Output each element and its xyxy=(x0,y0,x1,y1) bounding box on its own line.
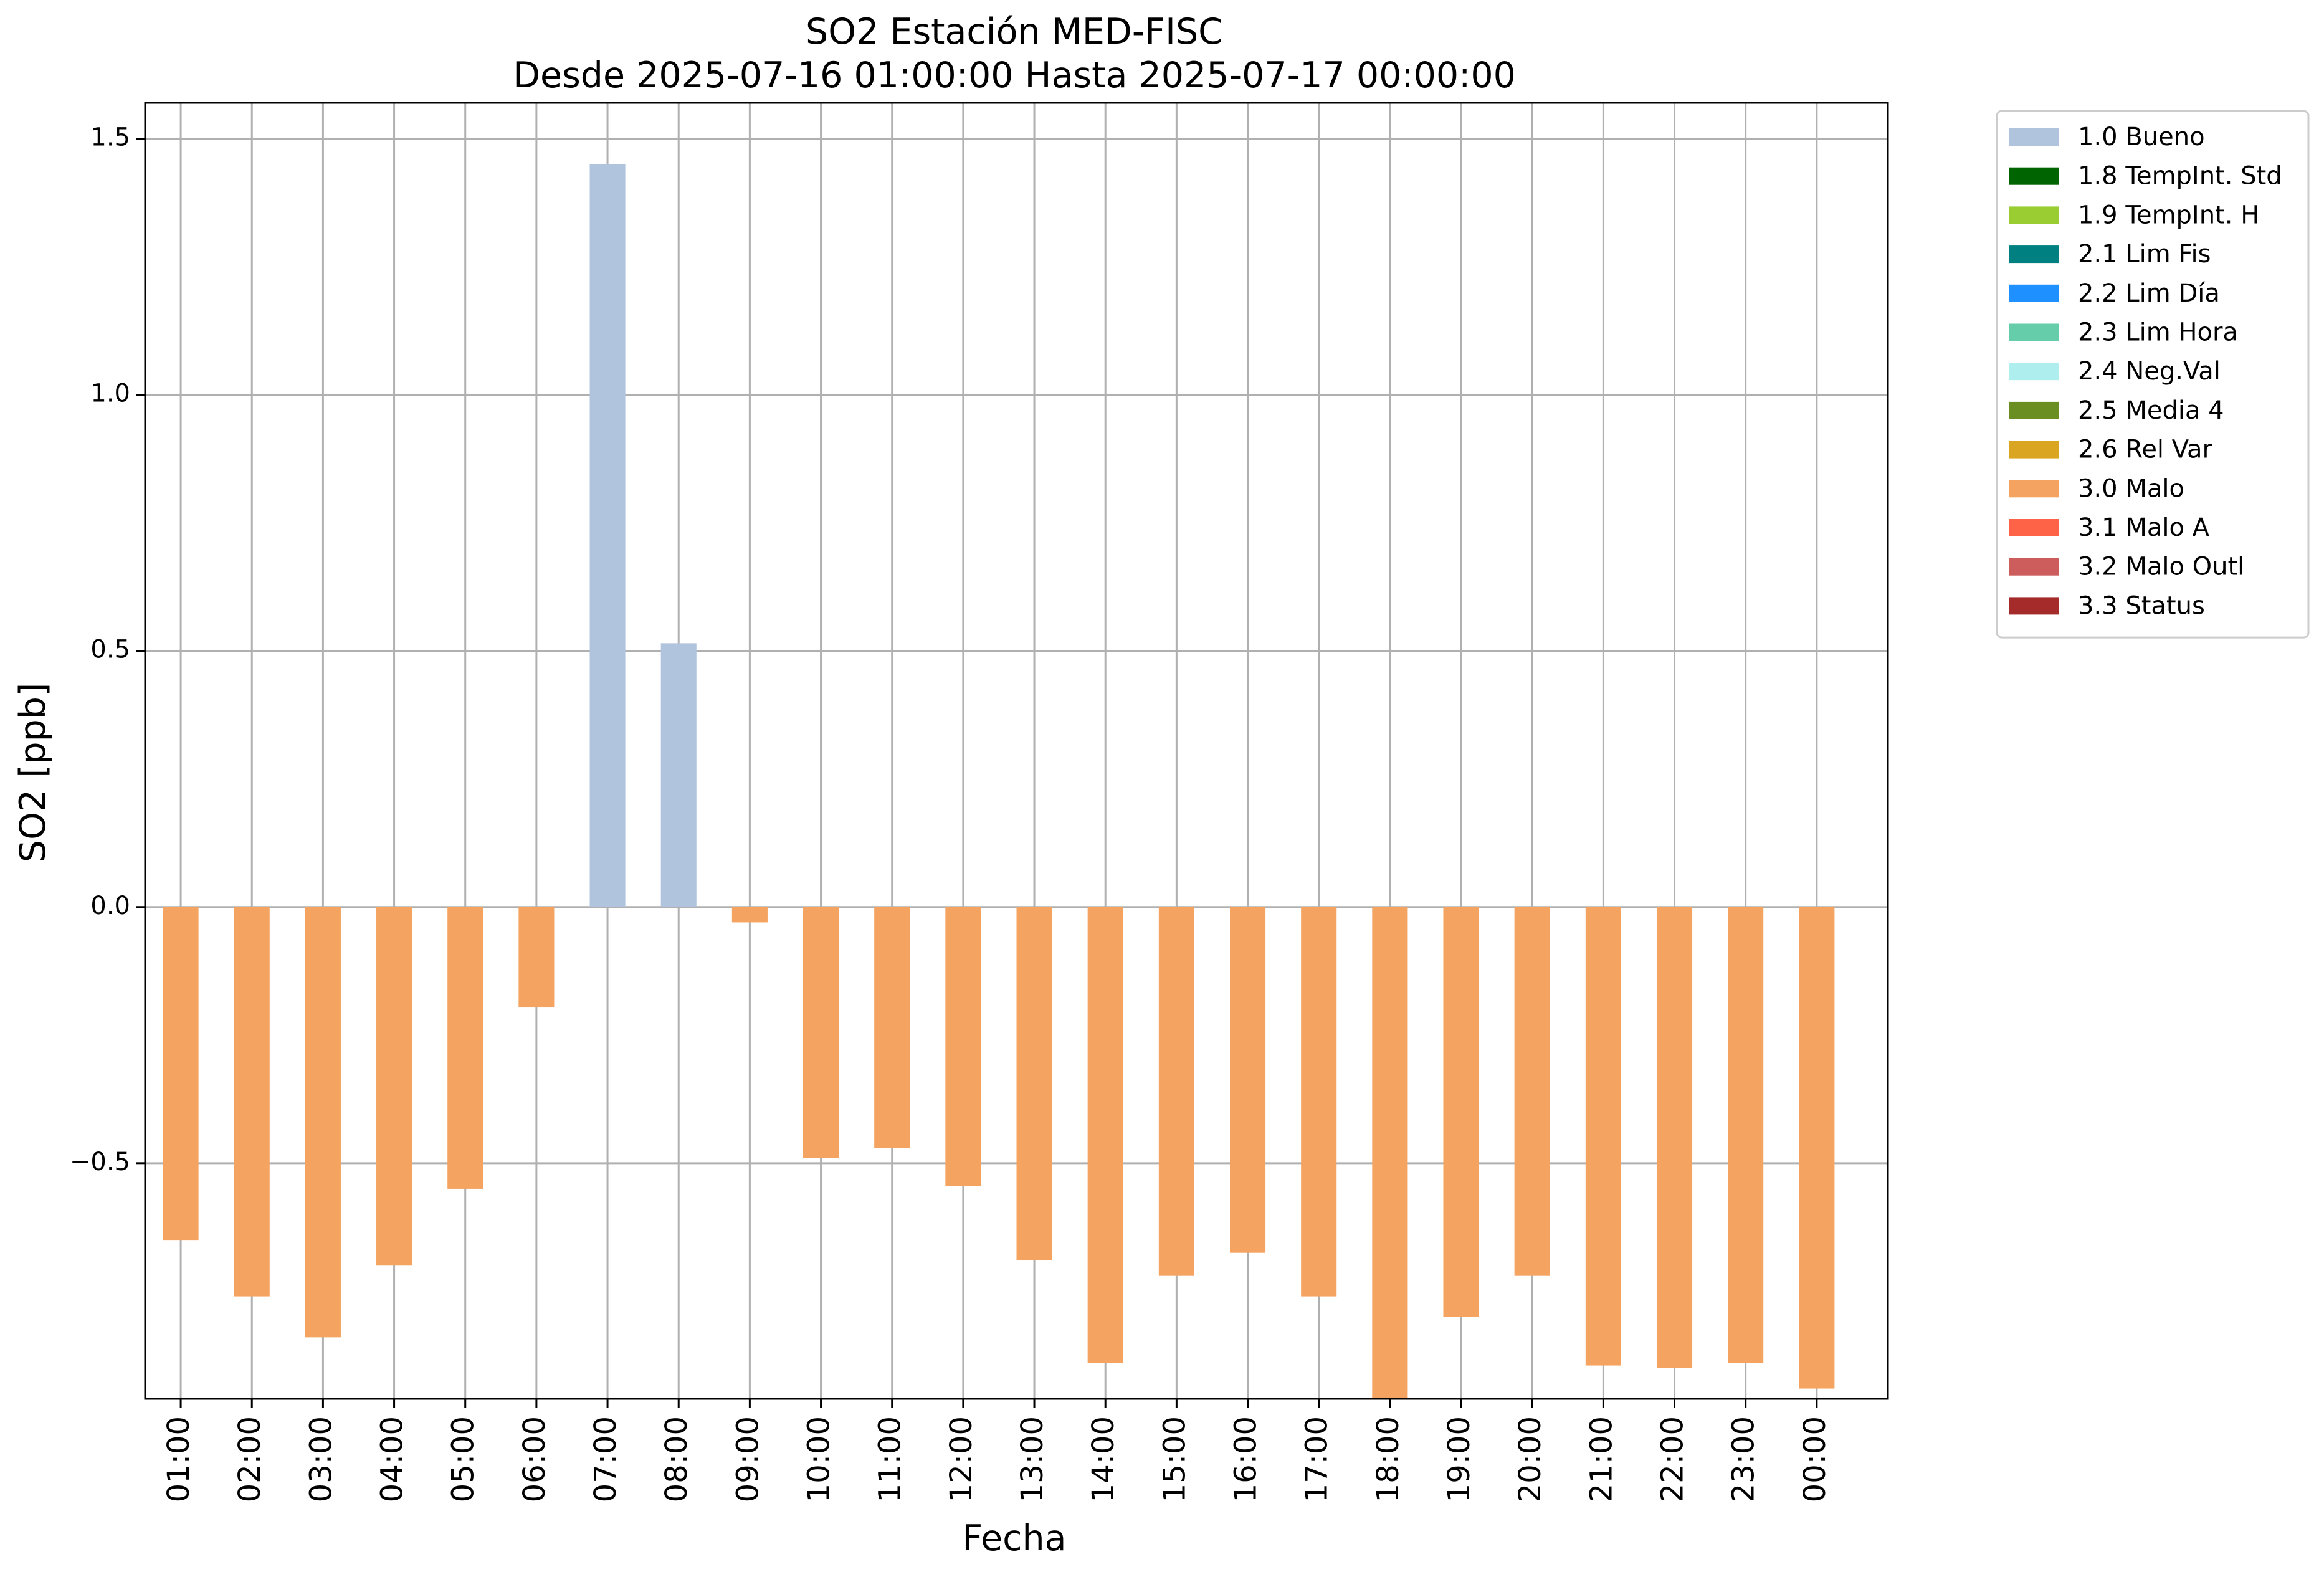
bar-06:00 xyxy=(518,907,555,1008)
x-tick-label: 16:00 xyxy=(1229,1416,1264,1502)
bar-09:00 xyxy=(731,907,768,923)
bar-19:00 xyxy=(1443,907,1479,1317)
x-tick-label: 07:00 xyxy=(588,1416,623,1502)
y-axis-label: SO2 [ppb] xyxy=(12,683,54,862)
legend-swatch xyxy=(2009,519,2059,536)
x-tick-label: 02:00 xyxy=(232,1416,267,1502)
x-tick-label: 17:00 xyxy=(1300,1416,1335,1502)
bar-01:00 xyxy=(163,907,199,1241)
bar-12:00 xyxy=(945,907,981,1186)
legend-label: 1.9 TempInt. H xyxy=(2078,201,2259,229)
bar-02:00 xyxy=(234,907,270,1297)
bar-07:00 xyxy=(589,164,626,907)
y-tick-label: 0.5 xyxy=(90,636,130,664)
legend-swatch xyxy=(2009,597,2059,615)
legend-label: 1.0 Bueno xyxy=(2078,123,2205,151)
legend-swatch xyxy=(2009,558,2059,576)
bar-17:00 xyxy=(1301,907,1337,1297)
x-tick-label: 13:00 xyxy=(1015,1416,1050,1502)
x-tick-label: 01:00 xyxy=(161,1416,196,1502)
legend-swatch xyxy=(2009,167,2059,185)
legend-swatch xyxy=(2009,401,2059,419)
x-tick-label: 22:00 xyxy=(1655,1416,1690,1502)
y-tick-label: 1.5 xyxy=(90,123,130,152)
legend-label: 1.8 TempInt. Std xyxy=(2078,162,2282,191)
legend-label: 3.1 Malo A xyxy=(2078,513,2210,542)
bar-14:00 xyxy=(1087,907,1123,1363)
y-tick-label: 1.0 xyxy=(90,379,130,408)
legend-label: 2.4 Neg.Val xyxy=(2078,357,2221,386)
x-tick-label: 11:00 xyxy=(873,1416,908,1502)
bar-08:00 xyxy=(660,643,697,907)
x-tick-label: 23:00 xyxy=(1726,1416,1761,1502)
x-tick-label: 00:00 xyxy=(1798,1416,1832,1502)
bar-13:00 xyxy=(1016,907,1052,1261)
legend-swatch xyxy=(2009,480,2059,498)
plot-frame xyxy=(144,102,1889,1400)
legend-box xyxy=(1996,110,2310,639)
legend-label: 2.2 Lim Día xyxy=(2078,279,2220,308)
x-tick-label: 21:00 xyxy=(1584,1416,1619,1502)
legend-label: 2.3 Lim Hora xyxy=(2078,318,2238,347)
axes xyxy=(144,102,1889,1400)
bar-04:00 xyxy=(376,907,412,1266)
x-tick-label: 15:00 xyxy=(1157,1416,1192,1502)
bar-11:00 xyxy=(874,907,910,1148)
legend-swatch xyxy=(2009,323,2059,341)
chart-subtitle: Desde 2025-07-16 01:00:00 Hasta 2025-07-… xyxy=(513,55,1516,96)
bar-10:00 xyxy=(803,907,839,1158)
legend-swatch xyxy=(2009,363,2059,381)
legend-label: 3.3 Status xyxy=(2078,591,2205,620)
legend-label: 2.5 Media 4 xyxy=(2078,396,2224,425)
x-tick-label: 20:00 xyxy=(1513,1416,1548,1502)
x-tick-label: 12:00 xyxy=(944,1416,979,1502)
bar-18:00 xyxy=(1372,907,1408,1399)
bar-03:00 xyxy=(305,907,341,1338)
y-ticks: −0.5 0.0 0.5 1.0 1.5 xyxy=(70,123,145,1176)
bar-00:00 xyxy=(1799,907,1835,1389)
bars xyxy=(163,164,1835,1399)
bar-21:00 xyxy=(1585,907,1621,1366)
bar-16:00 xyxy=(1229,907,1266,1253)
bar-22:00 xyxy=(1656,907,1693,1368)
legend: 1.0 Bueno 1.8 TempInt. Std 1.9 TempInt. H 2… xyxy=(1996,110,2310,639)
x-ticks: 01:00 02:00 03:00 04:00 05:00 06:00 07:00 08:00… xyxy=(161,1399,1832,1502)
x-tick-label: 18:00 xyxy=(1371,1416,1406,1502)
x-tick-label: 03:00 xyxy=(303,1416,338,1502)
x-tick-label: 10:00 xyxy=(802,1416,837,1502)
legend-swatch xyxy=(2009,128,2059,146)
x-tick-label: 04:00 xyxy=(375,1416,410,1502)
legend-label: 3.0 Malo xyxy=(2078,474,2184,503)
legend-label: 2.6 Rel Var xyxy=(2078,436,2213,464)
x-tick-label: 19:00 xyxy=(1442,1416,1477,1502)
legend-label: 2.1 Lim Fis xyxy=(2078,240,2211,269)
bar-15:00 xyxy=(1158,907,1194,1276)
bar-05:00 xyxy=(447,907,483,1189)
x-tick-label: 14:00 xyxy=(1086,1416,1121,1502)
legend-swatch xyxy=(2009,245,2059,264)
legend-swatch xyxy=(2009,206,2059,224)
y-tick-label: −0.5 xyxy=(70,1148,130,1176)
x-tick-label: 09:00 xyxy=(730,1416,765,1502)
x-tick-label: 06:00 xyxy=(517,1416,552,1502)
chart-title: SO2 Estación MED-FISC xyxy=(806,11,1223,52)
bar-20:00 xyxy=(1514,907,1550,1276)
x-tick-label: 08:00 xyxy=(659,1416,694,1502)
y-tick-label: 0.0 xyxy=(90,892,130,920)
bar-23:00 xyxy=(1728,907,1764,1363)
x-axis-label: Fecha xyxy=(962,1518,1066,1559)
legend-label: 3.2 Malo Outl xyxy=(2078,553,2244,581)
x-tick-label: 05:00 xyxy=(446,1416,481,1502)
legend-swatch xyxy=(2009,441,2059,459)
legend-swatch xyxy=(2009,284,2059,302)
